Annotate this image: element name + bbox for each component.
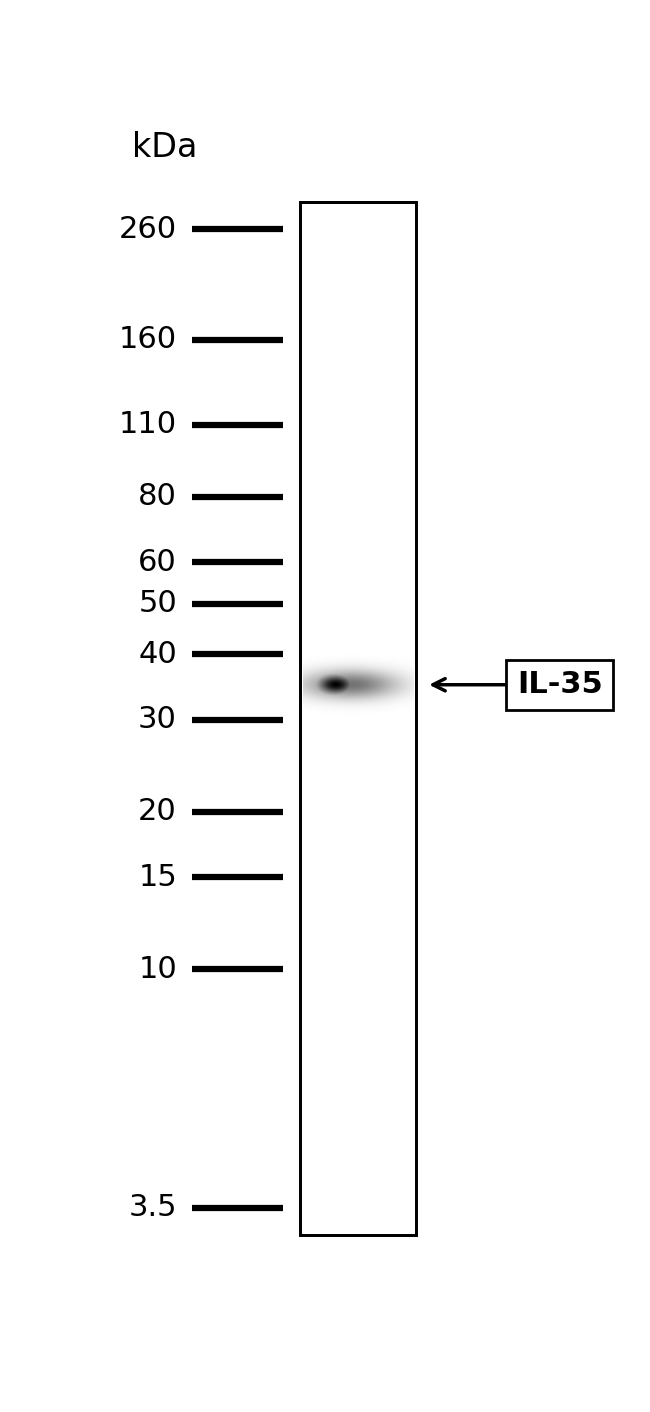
Text: 60: 60 — [138, 548, 177, 578]
Text: 10: 10 — [138, 955, 177, 984]
Text: 40: 40 — [138, 640, 177, 669]
Text: 3.5: 3.5 — [129, 1193, 177, 1223]
Text: 260: 260 — [119, 215, 177, 244]
Text: 15: 15 — [138, 863, 177, 892]
Text: 30: 30 — [138, 705, 177, 734]
Text: 110: 110 — [119, 409, 177, 439]
Text: 50: 50 — [138, 589, 177, 618]
Bar — [300, 202, 416, 1236]
Text: 160: 160 — [119, 325, 177, 354]
Text: kDa: kDa — [131, 131, 197, 164]
Text: 80: 80 — [138, 483, 177, 511]
Text: IL-35: IL-35 — [517, 671, 603, 699]
Bar — [300, 202, 416, 1236]
Text: 20: 20 — [138, 798, 177, 826]
